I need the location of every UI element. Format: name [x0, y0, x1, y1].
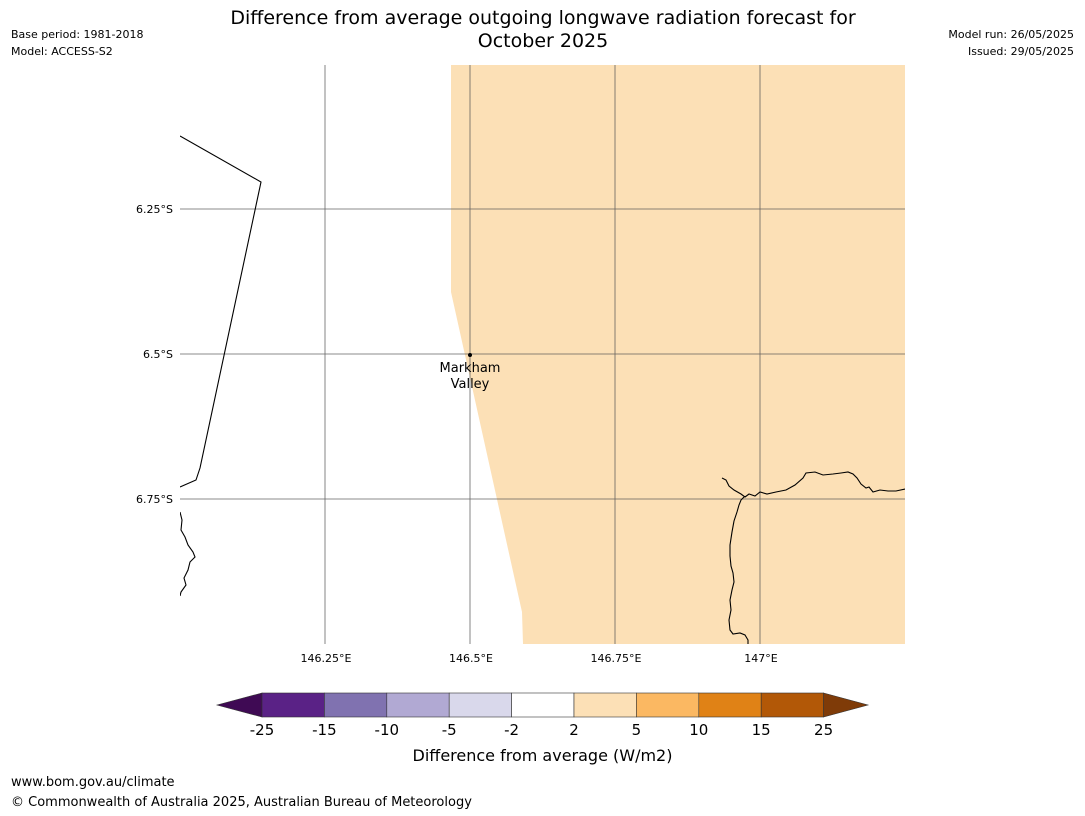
base-period-text: Base period: 1981-2018 — [11, 28, 144, 41]
colorbar — [215, 692, 870, 718]
river-tributary — [728, 496, 749, 644]
colorbar-extend-low — [215, 692, 263, 718]
lon-label-147: 147°E — [744, 652, 777, 665]
colorbar-tick-label: 2 — [569, 721, 579, 739]
lon-label-146-75: 146.75°E — [591, 652, 642, 665]
lat-label-6-25: 6.25°S — [136, 203, 173, 216]
model-run-text: Model run: 26/05/2025 — [948, 28, 1074, 41]
footer-url[interactable]: www.bom.gov.au/climate — [11, 775, 175, 790]
title-line-2: October 2025 — [477, 30, 609, 52]
colorbar-label: Difference from average (W/m2) — [412, 746, 673, 765]
place-label-line-1: Markham — [440, 361, 501, 376]
colorbar-ticks: -25 -15 -10 -5 -2 2 5 10 15 25 — [250, 721, 833, 739]
colorbar-bin-15-25 — [760, 692, 824, 718]
colorbar-extend-high — [823, 692, 870, 718]
place-label-line-2: Valley — [451, 377, 490, 392]
model-text: Model: ACCESS-S2 — [11, 45, 113, 58]
colorbar-tick-label: -25 — [250, 721, 275, 739]
colorbar-tick-label: -10 — [375, 721, 400, 739]
boundaries — [180, 135, 905, 644]
lat-label-6-5: 6.5°S — [143, 348, 173, 361]
colorbar-bin-2-5 — [573, 692, 637, 718]
district-boundary — [180, 135, 262, 488]
issued-text: Issued: 29/05/2025 — [967, 45, 1074, 58]
page-title: Difference from average outgoing longwav… — [190, 7, 896, 53]
markham-valley-marker — [468, 353, 472, 357]
colorbar-bin-neg25-neg15 — [261, 692, 325, 718]
colorbar-tick-label: 25 — [814, 721, 833, 739]
map-panel — [180, 65, 905, 644]
colorbar-bin-neg10-neg5 — [386, 692, 450, 718]
graticule — [180, 65, 905, 644]
lon-label-146-5: 146.5°E — [449, 652, 493, 665]
colorbar-tick-label: 5 — [632, 721, 642, 739]
colorbar-bin-neg5-neg2 — [448, 692, 512, 718]
forecast-anomaly-area — [451, 65, 905, 644]
latitude-labels: 6.25°S 6.5°S 6.75°S — [136, 203, 173, 506]
colorbar-tick-label: 15 — [752, 721, 771, 739]
title-line-1: Difference from average outgoing longwav… — [230, 7, 856, 29]
longitude-labels: 146.25°E 146.5°E 146.75°E 147°E — [301, 652, 778, 665]
colorbar-bin-neg15-neg10 — [324, 692, 388, 718]
colorbar-tick-label: -5 — [442, 721, 457, 739]
footer-copyright: © Commonwealth of Australia 2025, Austra… — [11, 795, 472, 810]
colorbar-bin-neg2-2 — [511, 692, 575, 718]
colorbar-tick-label: -2 — [504, 721, 519, 739]
river-main — [721, 471, 905, 498]
colorbar-bin-5-10 — [636, 692, 700, 718]
colorbar-tick-label: 10 — [689, 721, 708, 739]
info-left: Base period: 1981-2018 Model: ACCESS-S2 — [11, 26, 143, 60]
coastline-west — [180, 511, 196, 597]
lat-label-6-75: 6.75°S — [136, 493, 173, 506]
info-right: Model run: 26/05/2025 Issued: 29/05/2025 — [948, 26, 1074, 60]
colorbar-bin-10-15 — [698, 692, 762, 718]
lon-label-146-25: 146.25°E — [301, 652, 352, 665]
colorbar-tick-label: -15 — [312, 721, 337, 739]
